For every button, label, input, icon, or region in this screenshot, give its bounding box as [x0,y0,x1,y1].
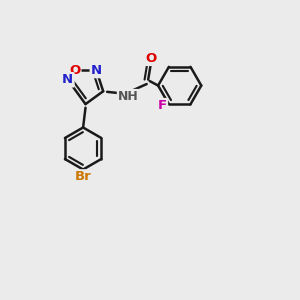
Text: N: N [62,73,74,86]
Text: NH: NH [118,90,139,103]
Text: O: O [69,64,80,77]
Text: O: O [145,52,156,65]
Text: N: N [91,64,102,77]
Text: Br: Br [75,170,92,184]
Text: F: F [158,99,167,112]
